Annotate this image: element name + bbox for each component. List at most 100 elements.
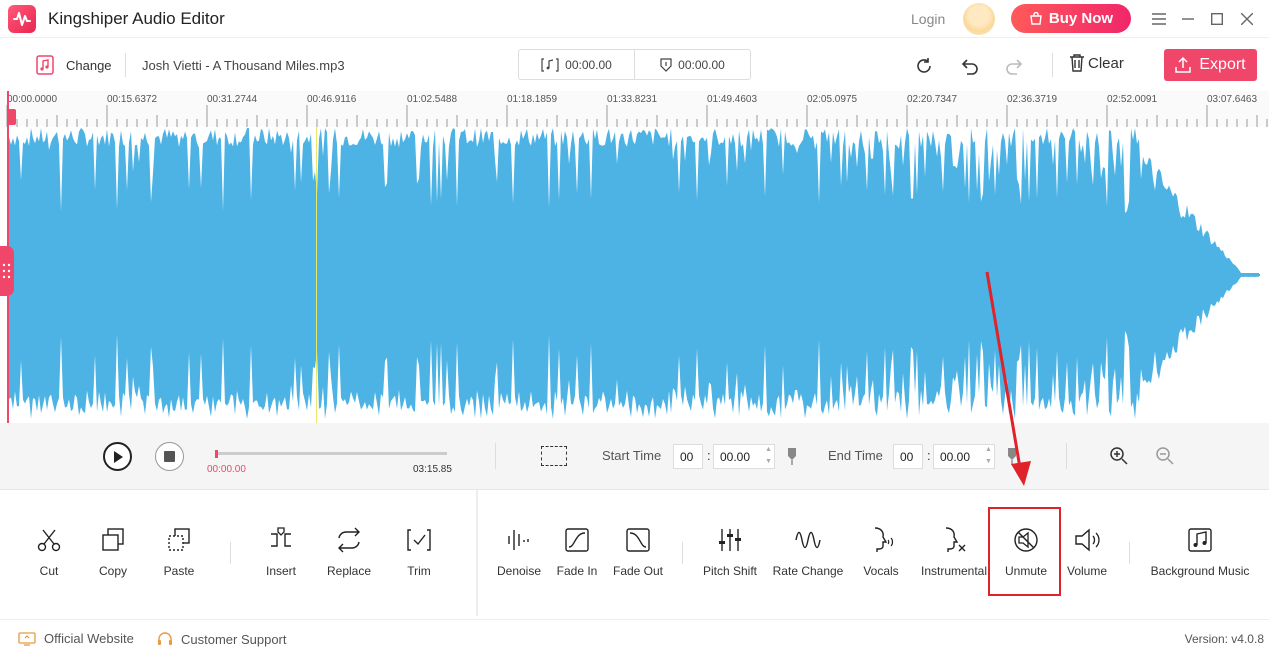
paste-icon: [168, 528, 190, 551]
headset-icon: [158, 632, 172, 645]
version-label: Version: v4.0.8: [1184, 632, 1264, 646]
tool-label: Cut: [39, 564, 59, 578]
tool-volume[interactable]: Volume: [1049, 526, 1125, 578]
tool-trim[interactable]: Trim: [381, 526, 457, 578]
fade-out-icon: [626, 528, 650, 552]
buy-now-label: Buy Now: [1048, 10, 1114, 27]
maximize-icon[interactable]: [1207, 9, 1227, 29]
export-button[interactable]: Export: [1164, 49, 1257, 81]
trim-icon: [407, 529, 431, 551]
tool-label: Insert: [265, 564, 296, 578]
export-label: Export: [1199, 56, 1246, 73]
ruler-tick-label: 00:46.9116: [307, 94, 357, 105]
tool-label: Instrumental: [920, 564, 988, 578]
unmute-icon: [1014, 528, 1038, 552]
tool-label: Replace: [326, 564, 372, 578]
tool-instrumental[interactable]: Instrumental: [916, 526, 992, 578]
play-button[interactable]: [103, 442, 132, 471]
selection-range-icon[interactable]: [541, 446, 567, 466]
buy-now-button[interactable]: Buy Now: [1011, 4, 1131, 33]
tool-fade-in[interactable]: Fade In: [539, 526, 615, 578]
start-seconds-field[interactable]: 00.00: [713, 444, 775, 469]
pitch-shift-icon: [719, 529, 741, 551]
side-drag-handle[interactable]: [0, 246, 14, 296]
title-bar: Kingshiper Audio Editor Login Buy Now: [0, 0, 1269, 38]
tool-insert[interactable]: Insert: [243, 526, 319, 578]
close-icon[interactable]: [1237, 9, 1257, 29]
ruler-tick-label: 01:49.4603: [707, 94, 758, 105]
tool-label: Volume: [1066, 564, 1108, 578]
zoom-in-icon[interactable]: [1109, 446, 1129, 466]
tool-fade-out[interactable]: Fade Out: [600, 526, 676, 578]
start-minutes-field[interactable]: 00: [673, 444, 703, 469]
timeline-ruler[interactable]: 00:00.0000 00:15.6372 00:31.2744 00:46.9116…: [0, 91, 1269, 127]
tool-denoise[interactable]: Denoise: [481, 526, 557, 578]
app-logo-icon: [8, 5, 36, 33]
tool-copy[interactable]: Copy: [75, 526, 151, 578]
tool-unmute[interactable]: Unmute: [988, 526, 1064, 578]
duration: 03:15.85: [413, 464, 452, 475]
minimize-icon[interactable]: [1178, 9, 1198, 29]
monitor-icon: [18, 631, 36, 646]
end-spinner[interactable]: ▲ ▼: [985, 446, 992, 465]
tool-scissors[interactable]: Cut: [11, 526, 87, 578]
tool-rate-change[interactable]: Rate Change: [770, 526, 846, 578]
stop-button[interactable]: [155, 442, 184, 471]
time-left-value: 00:00.00: [565, 57, 612, 72]
colon: :: [927, 448, 931, 463]
tool-label: Fade Out: [612, 564, 664, 578]
tool-label: Rate Change: [772, 564, 844, 578]
undo-icon[interactable]: [959, 56, 979, 76]
tool-replace[interactable]: Replace: [311, 526, 387, 578]
background-music-icon: [1188, 528, 1212, 552]
start-spinner[interactable]: ▲ ▼: [765, 446, 772, 465]
ruler-tick-label: 01:18.1859: [507, 94, 558, 105]
divider: [125, 53, 126, 77]
tool-paste[interactable]: Paste: [141, 526, 217, 578]
divider: [682, 542, 683, 564]
reset-icon[interactable]: [914, 56, 934, 76]
tool-pitch-shift[interactable]: Pitch Shift: [692, 526, 768, 578]
playback-progress-track[interactable]: [215, 452, 447, 455]
waveform-area[interactable]: [0, 127, 1269, 423]
selection-length-display: 00:00.00: [634, 50, 750, 79]
waveform[interactable]: [0, 127, 1269, 423]
ruler-tick-label: 00:31.2744: [207, 94, 258, 105]
divider: [1066, 443, 1067, 469]
customer-support-link[interactable]: Customer Support: [157, 631, 287, 647]
file-name: Josh Vietti - A Thousand Miles.mp3: [142, 58, 345, 73]
official-website-link[interactable]: Official Website: [18, 631, 134, 646]
instrumental-icon: [945, 527, 966, 552]
divider: [230, 542, 231, 564]
tool-label: Paste: [163, 564, 195, 578]
tool-background-music[interactable]: Background Music: [1151, 526, 1249, 578]
zoom-out-icon[interactable]: [1155, 446, 1175, 466]
divider: [1129, 542, 1130, 564]
edit-toolbar: Cut Copy Paste Insert Replace Trim Denoise Fad…: [0, 490, 1269, 616]
tool-label: Denoise: [496, 564, 542, 578]
music-file-icon[interactable]: [36, 55, 54, 75]
copy-icon: [102, 528, 124, 551]
pin-icon[interactable]: [1005, 446, 1019, 466]
ruler-tick-label: 00:15.6372: [107, 94, 158, 105]
ruler-tick-label: 02:20.7347: [907, 94, 958, 105]
trash-icon: [1070, 54, 1084, 72]
pin-icon[interactable]: [785, 446, 799, 466]
fade-in-icon: [565, 528, 589, 552]
redo-icon[interactable]: [1005, 56, 1025, 76]
avatar[interactable]: [963, 3, 995, 35]
tool-label: Fade In: [556, 564, 598, 578]
menu-icon[interactable]: [1149, 9, 1169, 29]
official-website-label: Official Website: [44, 631, 134, 646]
playhead-handle[interactable]: [7, 109, 16, 125]
login-link[interactable]: Login: [911, 11, 946, 27]
tool-vocals[interactable]: Vocals: [843, 526, 919, 578]
tool-label: Vocals: [863, 564, 899, 578]
change-file-button[interactable]: Change: [66, 58, 112, 73]
ruler-tick-label: 03:07.6463: [1207, 94, 1258, 105]
current-position-display: 00:00.00: [519, 50, 634, 79]
playback-progress-handle[interactable]: [215, 450, 218, 458]
end-minutes-field[interactable]: 00: [893, 444, 923, 469]
clear-button[interactable]: Clear: [1069, 54, 1124, 72]
file-toolbar: Change Josh Vietti - A Thousand Miles.mp…: [0, 39, 1269, 91]
